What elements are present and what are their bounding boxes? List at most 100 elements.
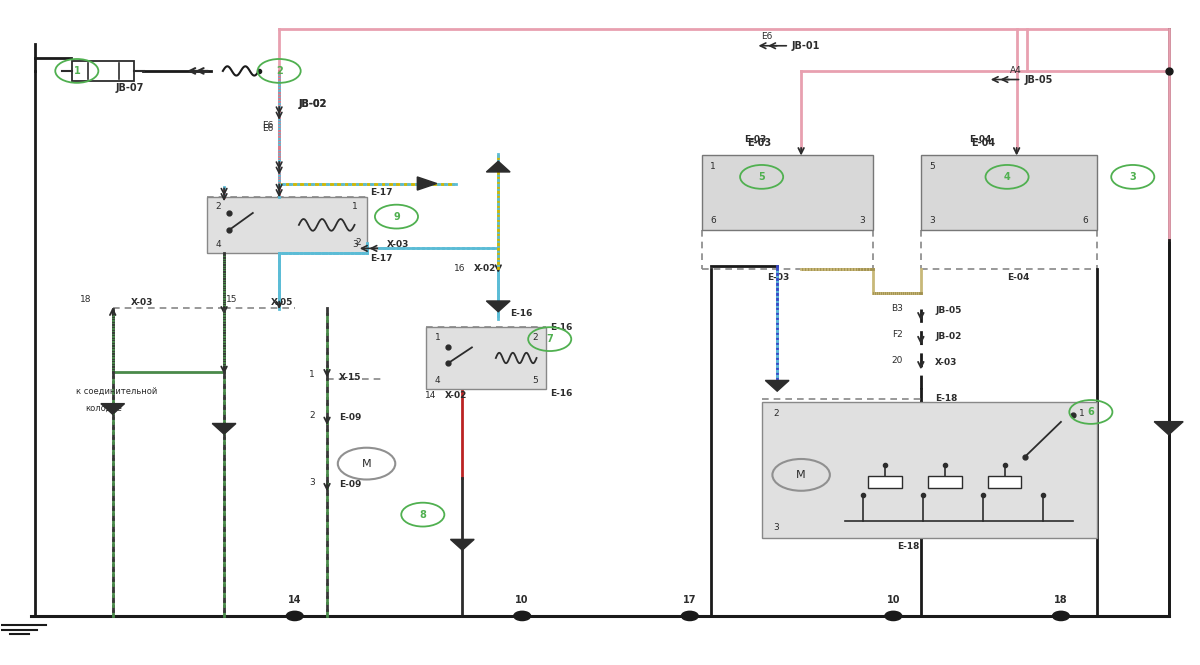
Text: A4: A4 [1009,66,1021,74]
Text: E-09: E-09 [340,480,361,489]
Text: E-04: E-04 [968,135,991,144]
Text: E-16: E-16 [510,309,533,319]
Text: 15: 15 [226,295,238,304]
Text: 20: 20 [892,356,902,365]
Text: X-03: X-03 [386,240,409,249]
Text: 3: 3 [1129,172,1136,182]
Text: 17: 17 [683,595,696,605]
Text: колодке: колодке [85,404,122,413]
Text: E-17: E-17 [370,254,392,263]
Bar [208,197,366,253]
Text: E-03: E-03 [748,138,772,148]
Bar [702,155,872,230]
Text: X-03: X-03 [131,298,154,307]
Text: 5: 5 [929,162,935,171]
Text: JB-05: JB-05 [1025,74,1054,84]
Text: 1: 1 [353,202,358,211]
Polygon shape [486,161,510,172]
Circle shape [1052,611,1069,620]
Text: E6: E6 [263,124,274,133]
Text: 5: 5 [758,172,766,182]
Polygon shape [212,424,236,434]
Text: E6: E6 [762,32,773,41]
Polygon shape [450,539,474,550]
Text: X-15: X-15 [340,373,361,382]
Circle shape [287,611,304,620]
Text: M: M [797,470,806,480]
Text: 4: 4 [216,240,221,249]
Text: 16: 16 [455,265,466,273]
Text: 2: 2 [532,332,538,342]
Text: 5: 5 [532,376,538,385]
Text: B3: B3 [892,304,902,313]
Text: X-03: X-03 [935,358,958,367]
Text: JB-02: JB-02 [935,332,961,341]
Text: 6: 6 [1087,407,1094,417]
Text: JB-07: JB-07 [115,83,144,93]
Text: X-02: X-02 [444,391,467,400]
Text: 10: 10 [516,595,529,605]
Text: 4: 4 [1003,172,1010,182]
Text: 10: 10 [887,595,900,605]
Text: X-05: X-05 [271,298,293,307]
Text: 2: 2 [276,66,282,76]
Polygon shape [766,380,790,391]
Text: 2: 2 [355,238,360,247]
Text: E6: E6 [263,122,274,130]
Text: E-03: E-03 [744,135,766,144]
Text: 18: 18 [79,295,91,304]
Bar [988,476,1021,488]
Text: E-16: E-16 [550,323,572,332]
Bar [762,402,1097,538]
Text: 3: 3 [353,240,358,249]
Text: 3: 3 [310,478,316,487]
Text: 14: 14 [425,391,436,400]
Text: 1: 1 [310,370,316,379]
Text: JB-05: JB-05 [935,306,961,315]
Text: E-17: E-17 [370,188,392,197]
Text: 6: 6 [710,216,716,225]
Text: 14: 14 [288,595,301,605]
Text: 6: 6 [1082,216,1088,225]
Text: 1: 1 [710,162,716,171]
Bar [920,155,1097,230]
Polygon shape [486,301,510,312]
Text: к соединительной: к соединительной [76,386,157,396]
Text: 4: 4 [434,376,440,385]
Text: E-04: E-04 [1007,273,1030,282]
Text: M: M [361,459,371,469]
Text: 3: 3 [859,216,864,225]
Bar [868,476,901,488]
Text: E-04: E-04 [971,138,995,148]
Text: 8: 8 [419,509,426,519]
Text: JB-02: JB-02 [299,99,326,109]
Text: 3: 3 [929,216,935,225]
Text: 1: 1 [1079,409,1085,418]
Text: E-09: E-09 [340,414,361,422]
Text: 2: 2 [216,202,221,211]
Text: F2: F2 [892,330,902,339]
Polygon shape [101,404,125,414]
Text: E-18: E-18 [896,543,919,551]
Text: X-02: X-02 [474,265,497,273]
Text: 1: 1 [434,332,440,342]
Polygon shape [418,177,437,190]
Text: 2: 2 [774,409,779,418]
Text: JB-01: JB-01 [792,41,820,51]
Bar [426,327,546,389]
Text: E-03: E-03 [768,273,790,282]
Circle shape [682,611,698,620]
Text: 9: 9 [394,211,400,221]
Circle shape [884,611,901,620]
Text: E-16: E-16 [550,389,572,398]
Text: E-18: E-18 [935,394,958,403]
Text: 7: 7 [546,334,553,344]
Bar [928,476,961,488]
Text: 1: 1 [73,66,80,76]
Text: 2: 2 [310,412,316,420]
Bar [72,61,134,81]
Text: 18: 18 [1054,595,1068,605]
Text: 3: 3 [774,523,779,533]
Circle shape [514,611,530,620]
Polygon shape [1154,422,1183,435]
